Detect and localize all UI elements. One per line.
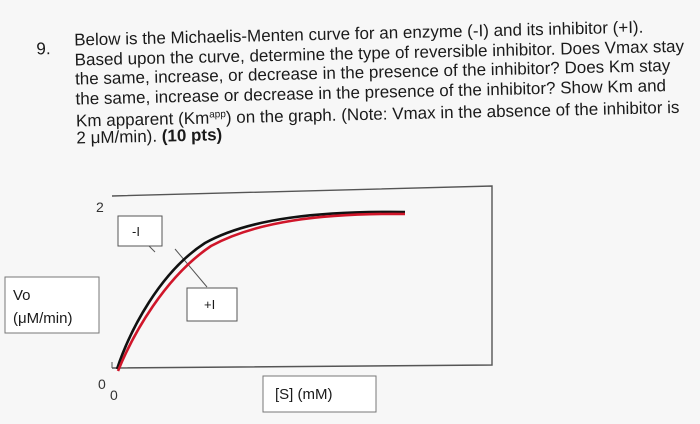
label-leader-no-inhibitor [148, 245, 156, 253]
x-axis-label: [S] (mM) [275, 386, 333, 403]
y-axis-label-units: (μM/min) [13, 310, 72, 327]
label-inhibitor: +I [204, 297, 215, 312]
curve-inhibitor [116, 212, 406, 372]
label-no-inhibitor: -I [132, 224, 140, 239]
y-tick-2: 2 [96, 199, 104, 215]
label-box-inhibitor [186, 287, 238, 322]
y-axis-label-vo: Vo [13, 287, 31, 304]
graph-frame [111, 185, 493, 369]
y-tick-0: 0 [98, 376, 106, 392]
y-axis-label-box [4, 276, 100, 334]
curve-no-inhibitor [115, 210, 406, 370]
label-leader-inhibitor [174, 248, 208, 288]
label-box-no-inhibitor [117, 215, 163, 247]
x-axis-label-box [262, 375, 377, 413]
x-tick-0: 0 [110, 387, 118, 403]
